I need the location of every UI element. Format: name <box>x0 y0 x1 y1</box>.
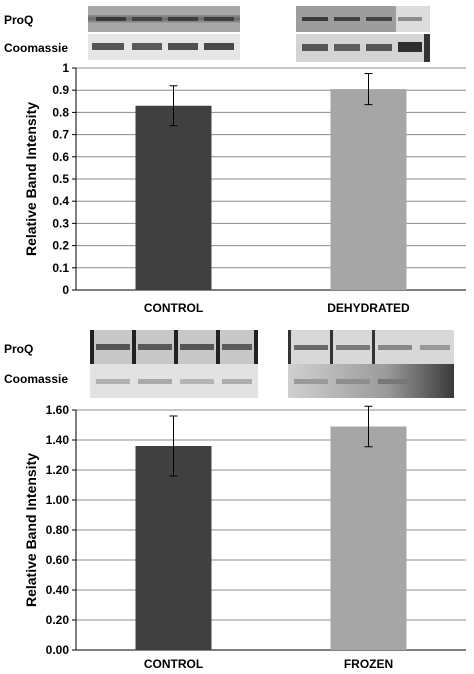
coomassie-blot-image-left <box>88 34 240 60</box>
proq-label: ProQ <box>4 13 34 27</box>
bar-dehydrated <box>330 89 407 290</box>
y-tick-label: 1.40 <box>46 433 70 447</box>
bar-frozen <box>330 426 407 650</box>
x-category-label: DEHYDRATED <box>327 301 410 315</box>
y-tick-label: 0.9 <box>52 83 69 97</box>
coomassie-blot-image-right-2 <box>288 364 454 398</box>
y-tick-label: 0.20 <box>46 613 70 627</box>
y-tick-label: 0 <box>62 283 69 297</box>
y-tick-label: 0.3 <box>52 216 69 230</box>
bar-control <box>135 105 212 291</box>
y-tick-label: 0.60 <box>46 553 70 567</box>
coomassie-blot-image-left-2 <box>90 364 258 398</box>
y-tick-label: 0.8 <box>52 105 69 119</box>
proq-blot-image-right-2 <box>288 330 454 366</box>
y-tick-label: 0.80 <box>46 523 70 537</box>
x-category-label: CONTROL <box>144 301 203 315</box>
bar-chart-dehydrated: 0 0.1 0.2 0.3 0.4 0.5 0.6 0.7 0.8 0.9 1 Relative Ba… <box>23 61 466 315</box>
y-tick-label: 0.4 <box>52 194 69 208</box>
bar-control <box>135 446 212 650</box>
coomassie-label-2: Coomassie <box>4 372 69 386</box>
proq-label-2: ProQ <box>4 342 34 356</box>
y-tick-label: 0.7 <box>52 128 69 142</box>
proq-blot-image-left-2 <box>90 330 258 366</box>
coomassie-blot-image-right <box>296 34 430 62</box>
y-tick-label: 1.20 <box>46 463 70 477</box>
proq-blot-image-right <box>296 6 430 32</box>
y-tick-label: 0.1 <box>52 261 69 275</box>
y-tick-label: 1 <box>62 61 69 75</box>
coomassie-label: Coomassie <box>4 41 69 55</box>
x-category-label: FROZEN <box>344 657 393 671</box>
y-tick-label: 0.40 <box>46 583 70 597</box>
y-tick-label: 0.6 <box>52 150 69 164</box>
y-tick-label: 1.60 <box>46 403 70 417</box>
y-axis-label: Relative Band Intensity <box>23 102 39 256</box>
y-tick-label: 0.5 <box>52 172 69 186</box>
y-axis-label: Relative Band Intensity <box>23 453 39 607</box>
y-tick-label: 0.00 <box>46 643 70 657</box>
y-tick-label: 0.2 <box>52 239 69 253</box>
proq-blot-image-left <box>88 6 240 32</box>
x-category-label: CONTROL <box>144 657 203 671</box>
y-tick-label: 1.00 <box>46 493 70 507</box>
